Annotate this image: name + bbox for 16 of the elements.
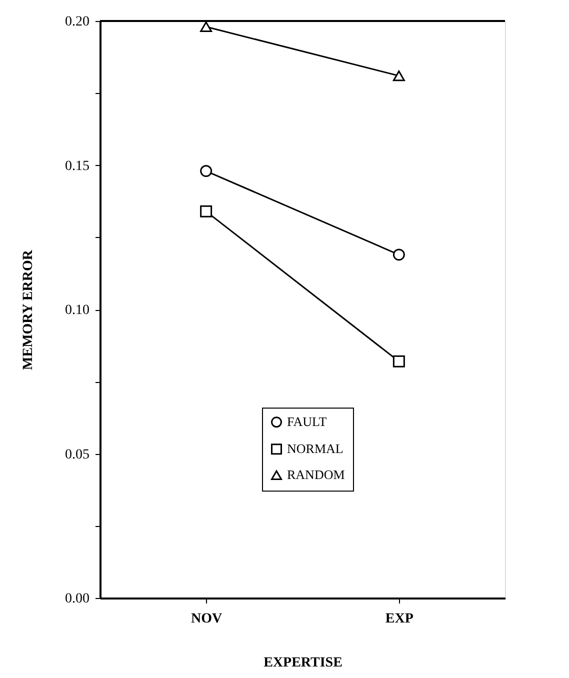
point [200, 205, 212, 218]
point [200, 165, 212, 178]
point [392, 355, 405, 368]
y-tick-label: 0.20 [65, 14, 90, 30]
legend-label: FAULT [287, 414, 327, 430]
y-tick-label: 0.10 [65, 303, 90, 318]
x-tick-label: NOV [191, 612, 222, 626]
y-tick-label: 0.15 [65, 158, 90, 174]
point [392, 248, 405, 261]
x-tick-label: EXP [385, 612, 414, 626]
x-axis-title: EXPERTISE [264, 656, 342, 670]
legend-label: NORMAL [287, 441, 344, 456]
y-tick-label: 0.05 [65, 447, 90, 462]
y-tick-label: 0.00 [65, 592, 90, 606]
legend-label: RANDOM [287, 467, 346, 482]
y-axis-title: MEMORY ERROR [21, 249, 36, 370]
